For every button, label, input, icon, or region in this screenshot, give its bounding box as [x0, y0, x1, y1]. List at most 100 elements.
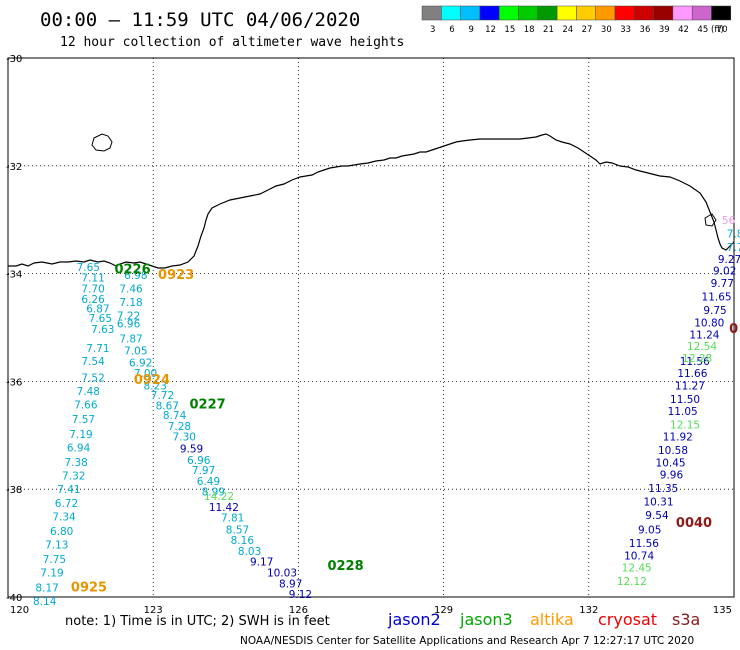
lat-tick-label: -38 [6, 485, 22, 496]
scale-swatch [634, 5, 654, 21]
wave-height-label: 11.56 [629, 538, 659, 550]
wave-height-label: 7.72 [151, 390, 174, 402]
wave-height-label: 7.54 [81, 356, 105, 368]
scale-swatch [576, 5, 596, 21]
wave-height-label: 9.02 [713, 266, 736, 278]
australia-south-coastline [8, 133, 735, 269]
wave-height-label: 10.45 [656, 458, 686, 470]
wave-height-label: 6.96 [187, 455, 211, 467]
lat-tick-label: -34 [6, 270, 22, 281]
wave-height-label: 7.00 [134, 368, 157, 380]
wave-height-label: 9.96 [660, 469, 684, 481]
wave-height-label: 7.66 [74, 399, 98, 411]
pass-time-label: 0040 [676, 516, 712, 531]
pass-time-label: 0925 [71, 581, 107, 596]
map-subtitle: 12 hour collection of altimeter wave hei… [60, 35, 404, 50]
wave-height-label: 56 [722, 215, 736, 227]
scale-swatch [556, 5, 577, 21]
scale-tick-label: 70 [717, 25, 728, 35]
wave-height-label: 7.32 [62, 470, 85, 482]
wave-height-label: 8.16 [231, 535, 255, 547]
wave-height-label: 11.56 [680, 356, 710, 368]
scale-tick-label: 6 [449, 25, 454, 35]
map-title: 00:00 – 11:59 UTC 04/06/2020 [40, 9, 360, 31]
satellite-legend: jason2 jason3 altika cryosat s3a [387, 610, 700, 629]
lat-tick-label: -32 [6, 162, 22, 173]
lon-tick-label: 126 [289, 605, 308, 616]
satellite-legend-cryosat: cryosat [598, 610, 657, 629]
plot-frame [7, 57, 735, 598]
wave-height-label: 7.81 [221, 513, 244, 525]
wave-height-label: 10.03 [267, 568, 297, 580]
lon-tick-label: 132 [579, 605, 598, 616]
wave-height-label: 11.24 [689, 329, 719, 341]
lat-tick-label: -30 [6, 54, 22, 65]
scale-tick-label: 39 [659, 25, 670, 35]
wave-height-label: 7.05 [124, 345, 147, 357]
wave-height-label: 11.27 [675, 380, 705, 392]
scale-tick-label: 24 [562, 25, 573, 35]
wave-height-label: 8.17 [35, 583, 58, 595]
pass-time-label: 0924 [134, 373, 170, 388]
pass-time-label: 0923 [158, 268, 194, 283]
wave-height-label: 6.96 [117, 319, 141, 331]
scale-unit-label: (ft) [711, 25, 724, 35]
wave-height-label: 6.80 [50, 526, 73, 538]
wave-height-label: 6.94 [67, 442, 91, 454]
satellite-legend-altika: altika [530, 610, 574, 629]
pass-time-label: 0 [729, 322, 738, 337]
wave-height-label: 10.58 [658, 445, 688, 457]
wave-height-label: 8.99 [202, 487, 225, 499]
wave-height-label: 7.19 [40, 568, 63, 580]
lon-tick-label: 135 [713, 605, 732, 616]
wave-height-label: 7.28 [168, 421, 191, 433]
wave-height-label: 7.63 [91, 324, 114, 336]
wave-height-label: 7.48 [77, 386, 100, 398]
wave-height-label: 8.03 [238, 546, 261, 558]
scale-tick-label: 42 [678, 25, 689, 35]
wave-height-label: 12.28 [682, 353, 712, 365]
scale-tick-label: 36 [640, 25, 651, 35]
wave-height-label: 11.66 [677, 368, 707, 380]
wave-height-label: 10.74 [624, 550, 654, 562]
wave-height-label: 9.54 [645, 510, 669, 522]
lat-tick-label: -40 [6, 593, 22, 604]
wave-height-label: 7.97 [192, 465, 215, 477]
wave-height-label: 7.22 [117, 310, 140, 322]
lon-tick-label: 123 [144, 605, 163, 616]
wave-height-label: 7.52 [81, 372, 104, 384]
scale-tick-label: 9 [469, 25, 474, 35]
wave-height-label: 12.15 [670, 419, 700, 431]
satellite-legend-jason2: jason2 [387, 610, 441, 629]
footer-credit: NOAA/NESDIS Center for Satellite Applica… [240, 635, 694, 647]
wave-height-label: 12.45 [622, 563, 652, 575]
scale-tick-label: 15 [504, 25, 515, 35]
units-note: note: 1) Time is in UTC; 2) SWH is in fe… [65, 614, 330, 629]
wave-height-label: 10.31 [643, 496, 673, 508]
wave-height-label: 7.38 [64, 457, 87, 469]
wave-height-label: 8.14 [33, 596, 57, 608]
wave-height-label: 7.57 [72, 414, 95, 426]
wave-height-label: 6.98 [124, 270, 147, 282]
wave-height-label: 6.26 [81, 294, 105, 306]
wave-height-label: 7.70 [81, 283, 104, 295]
wave-height-label: 12.54 [687, 341, 717, 353]
graticule: 120 123 126 129 132 135 -30 -32 -34 -36 -38 -40 [6, 54, 734, 616]
wave-height-label: 7.65 [77, 262, 100, 274]
scale-swatch [421, 5, 442, 21]
wave-height-label: 7.13 [45, 539, 68, 551]
wave-height-label: 7.87 [119, 334, 142, 346]
scale-tick-label: 3 [430, 25, 435, 35]
wave-height-label: 7.65 [89, 313, 112, 325]
wave-height-label: 14.22 [204, 491, 234, 503]
wave-height-label: 7.75 [43, 554, 66, 566]
scale-tick-label: 12 [485, 25, 496, 35]
pass-labels: 0226 0923 0924 0227 0228 0925 0040 0 [71, 263, 738, 596]
lon-tick-label: 129 [434, 605, 453, 616]
wave-height-label: 12.12 [617, 576, 647, 588]
wave-height-label: 8.67 [156, 400, 179, 412]
wave-height-label: 7.34 [52, 511, 76, 523]
scale-swatch [460, 5, 481, 21]
scale-swatch [653, 5, 674, 21]
